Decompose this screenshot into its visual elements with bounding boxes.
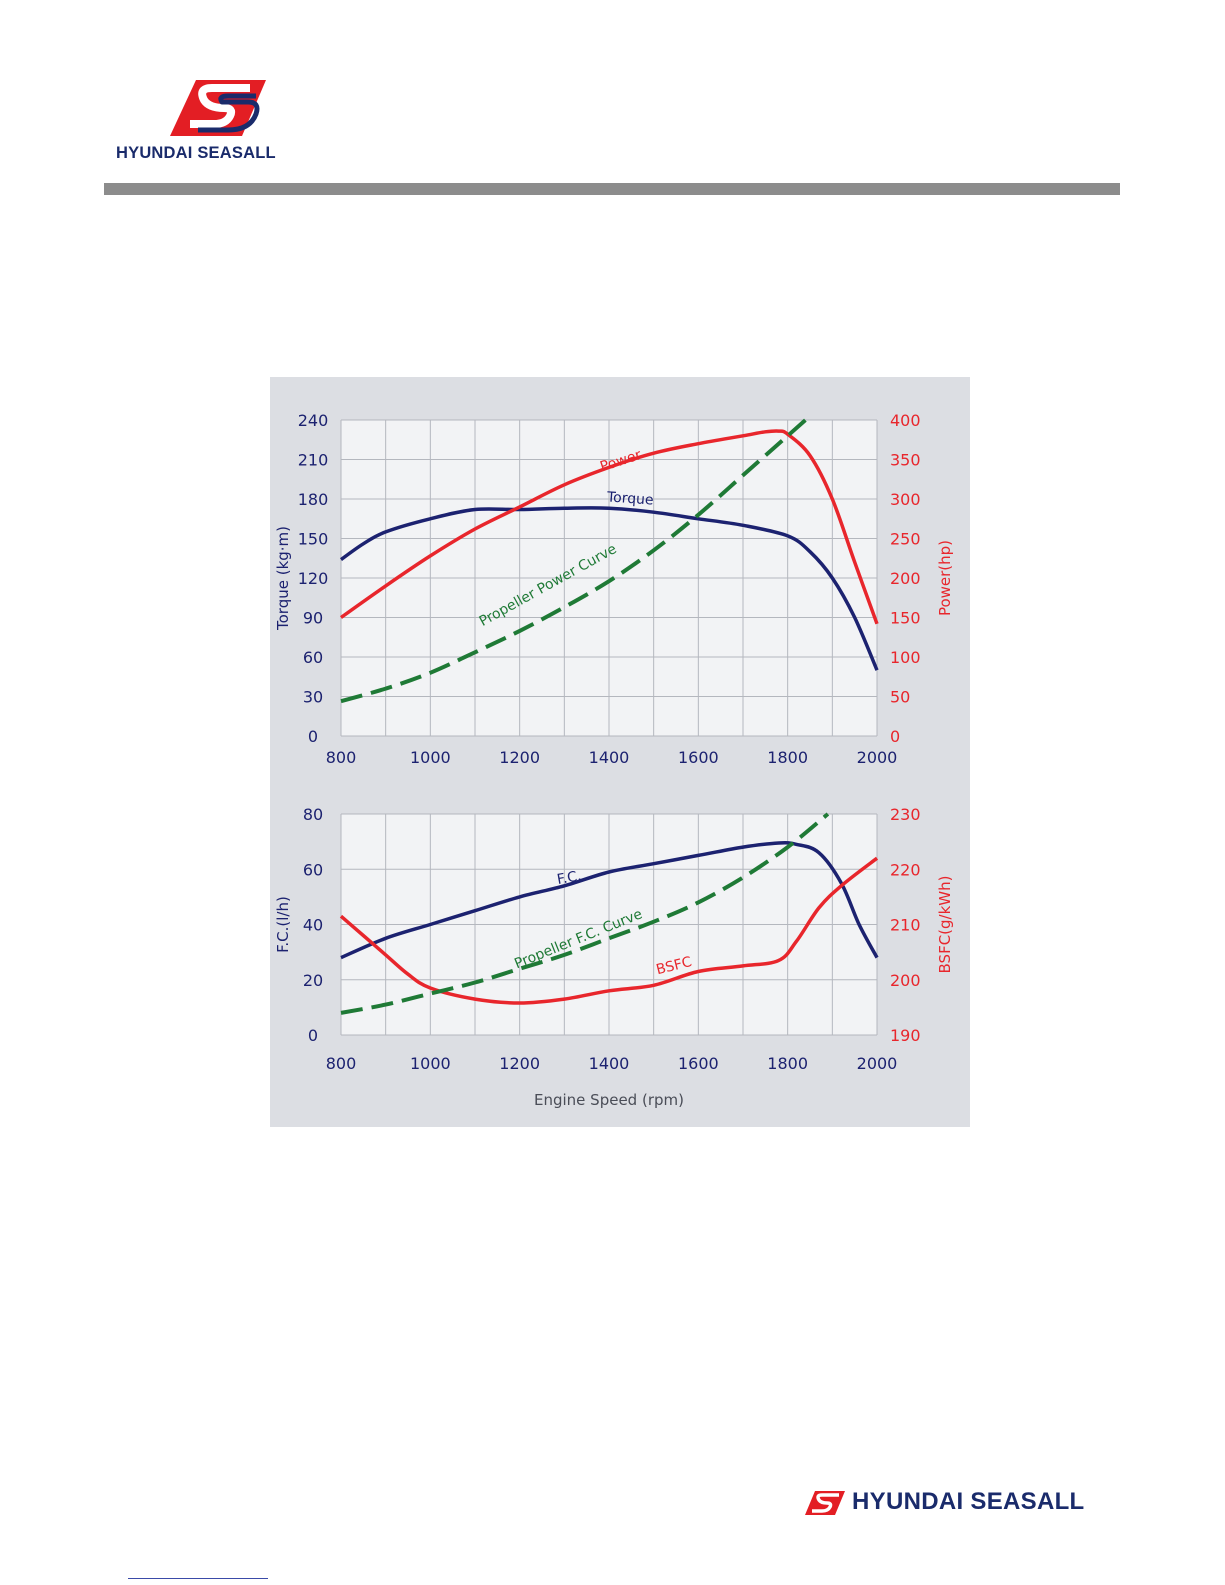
- chart-2-y2-tick-label: 190: [890, 1026, 921, 1045]
- chart-1-x-tick-label: 800: [326, 748, 357, 767]
- chart-1-y-axis-title: Torque (kg·m): [274, 526, 292, 631]
- chart-1-y2-tick-label: 250: [890, 530, 921, 549]
- chart-1-y-tick-label: 120: [298, 569, 329, 588]
- chart-1-y2-axis-title: Power(hp): [936, 540, 954, 616]
- s-wave-logo-icon: [170, 80, 266, 136]
- chart-2-y2-tick-label: 200: [890, 971, 921, 990]
- chart-1-x-tick-label: 1000: [410, 748, 451, 767]
- chart-1-torque-series: [339, 506, 879, 671]
- chart-2-x-tick-label: 1000: [410, 1054, 451, 1073]
- chart-1-y-tick-label: 90: [303, 609, 323, 628]
- chart-2-y2-tick-label: 230: [890, 805, 921, 824]
- chart-1-y2-tick-label: 100: [890, 648, 921, 667]
- chart-1-y2-tick-label: 200: [890, 569, 921, 588]
- chart-2-y-tick-label: 0: [308, 1026, 318, 1045]
- chart-2-y-tick-label: 60: [303, 860, 323, 879]
- chart-2-x-tick-label: 1200: [499, 1054, 540, 1073]
- performance-charts: 800 1000 1200 1400 1600 1800 20000306090120150…: [274, 411, 954, 1109]
- footer-brand-name: HYUNDAI SEASALL: [852, 1488, 1085, 1515]
- chart-2-y-axis-title: F.C.(l/h): [274, 896, 292, 953]
- chart-2-propeller-f-c-curve-series: [340, 812, 830, 1015]
- chart-1-y-tick-label: 30: [303, 688, 323, 707]
- chart-2-x-tick-label: 2000: [857, 1054, 898, 1073]
- chart-1-propeller-power-curve-series: [340, 418, 807, 704]
- footer-brand-logo: HYUNDAI SEASALL: [804, 1488, 1124, 1522]
- chart-2-bsfc-series: [339, 856, 879, 1005]
- chart-1-x-tick-label: 2000: [857, 748, 898, 767]
- chart-2-x-tick-label: 1400: [589, 1054, 630, 1073]
- chart-1-y2-tick-label: 400: [890, 411, 921, 430]
- brand-logo: HYUNDAI SEASALL: [116, 78, 316, 168]
- chart-1-y2-tick-label: 350: [890, 451, 921, 470]
- chart-2-y2-tick-label: 210: [890, 916, 921, 935]
- chart-2-y-tick-label: 80: [303, 805, 323, 824]
- header-divider: [104, 183, 1120, 195]
- chart-1-y2-tick-label: 300: [890, 490, 921, 509]
- chart-1-y-tick-label: 180: [298, 490, 329, 509]
- chart-2-x-tick-label: 1600: [678, 1054, 719, 1073]
- chart-1-y-tick-label: 240: [298, 411, 329, 430]
- chart-1-y2-tick-label: 0: [890, 727, 900, 746]
- chart-1-curve-label: Torque: [605, 489, 654, 508]
- chart-2-curve-label: F.C.: [556, 868, 583, 888]
- chart-2-y2-axis-title: BSFC(g/kWh): [936, 876, 954, 974]
- chart-2-x-tick-label: 1800: [767, 1054, 808, 1073]
- chart-2-f-c-series: [340, 841, 879, 960]
- chart-2-y-tick-label: 20: [303, 971, 323, 990]
- chart-2-y-tick-label: 40: [303, 916, 323, 935]
- chart-2-x-tick-label: 800: [326, 1054, 357, 1073]
- chart-1-x-tick-label: 1400: [589, 748, 630, 767]
- chart-1-y2-tick-label: 50: [890, 688, 910, 707]
- chart-1-y-tick-label: 0: [308, 727, 318, 746]
- brand-name: HYUNDAI SEASALL: [116, 144, 276, 162]
- chart-1-x-tick-label: 1800: [767, 748, 808, 767]
- chart-1-y-tick-label: 150: [298, 530, 329, 549]
- s-wave-logo-icon: [805, 1491, 845, 1515]
- chart-1-power-series: [339, 429, 879, 625]
- chart-1-y2-tick-label: 150: [890, 609, 921, 628]
- chart-1-y-tick-label: 210: [298, 451, 329, 470]
- chart-2-x-axis-title: Engine Speed (rpm): [534, 1091, 684, 1109]
- footer-underline: [128, 1578, 268, 1579]
- chart-1-x-tick-label: 1200: [499, 748, 540, 767]
- chart-1-y-tick-label: 60: [303, 648, 323, 667]
- chart-2-y2-tick-label: 220: [890, 860, 921, 879]
- performance-chart-panel: 800 1000 1200 1400 1600 1800 2000 0 30 60 90 120 150…: [270, 377, 970, 1127]
- chart-1-x-tick-label: 1600: [678, 748, 719, 767]
